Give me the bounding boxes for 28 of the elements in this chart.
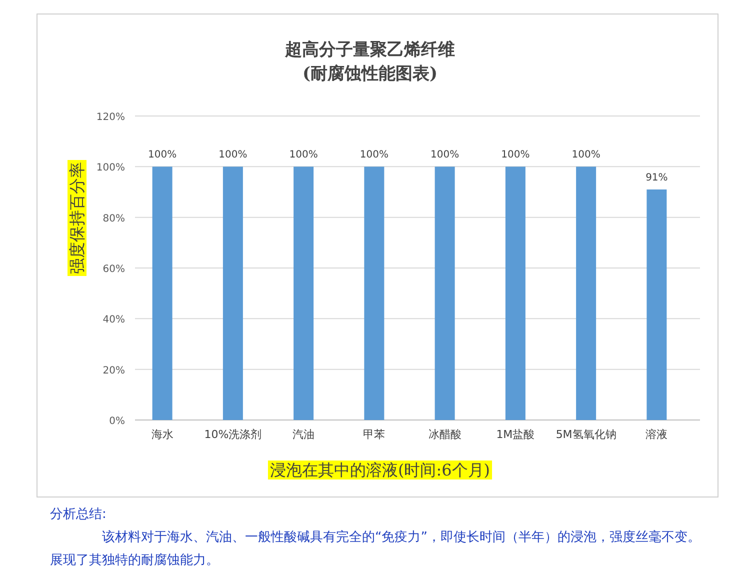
x-tick-label: 5M氢氧化钠 bbox=[556, 428, 616, 441]
chart-title: 超高分子量聚乙烯纤维 (耐腐蚀性能图表) bbox=[284, 40, 455, 84]
y-tick-label: 20% bbox=[102, 365, 125, 376]
data-label: 100% bbox=[148, 150, 177, 161]
x-axis-title: 浸泡在其中的溶液(时间:6个月) bbox=[270, 460, 490, 480]
data-label: 100% bbox=[430, 150, 460, 161]
data-label: 100% bbox=[501, 150, 530, 161]
x-tick-label: 冰醋酸 bbox=[428, 428, 462, 441]
y-tick-label: 80% bbox=[102, 213, 125, 224]
y-tick-label: 40% bbox=[102, 314, 125, 326]
x-tick-label: 海水 bbox=[151, 428, 174, 441]
text: 分析总结: bbox=[50, 506, 108, 524]
data-label: 100% bbox=[360, 150, 388, 161]
data-label: 100% bbox=[218, 150, 248, 161]
text: 该材料对于海水、汽油、一般性酸碱具有完全的“免疫力”，即使长时间（半年）的浸泡，强度丝毫不变。展现了其独特的耐腐蚀能力。 bbox=[50, 529, 702, 570]
data-label: 91% bbox=[646, 172, 668, 184]
x-tick-label: 汽油 bbox=[292, 428, 315, 441]
x-tick-label: 甲苯 bbox=[363, 428, 386, 441]
x-tick-label: 1M盐酸 bbox=[496, 428, 535, 441]
y-tick-label: 100% bbox=[96, 162, 125, 174]
y-axis-title: 强度保持百分率 bbox=[68, 162, 86, 274]
x-tick-label: 溶液 bbox=[646, 428, 668, 441]
y-tick-label: 0% bbox=[109, 416, 125, 427]
y-tick-label: 60% bbox=[102, 264, 125, 275]
data-label: 100% bbox=[572, 150, 600, 161]
x-tick-label: 10%洗涤剂 bbox=[204, 428, 262, 441]
y-tick-label: 120% bbox=[96, 112, 125, 123]
data-label: 100% bbox=[289, 150, 318, 161]
